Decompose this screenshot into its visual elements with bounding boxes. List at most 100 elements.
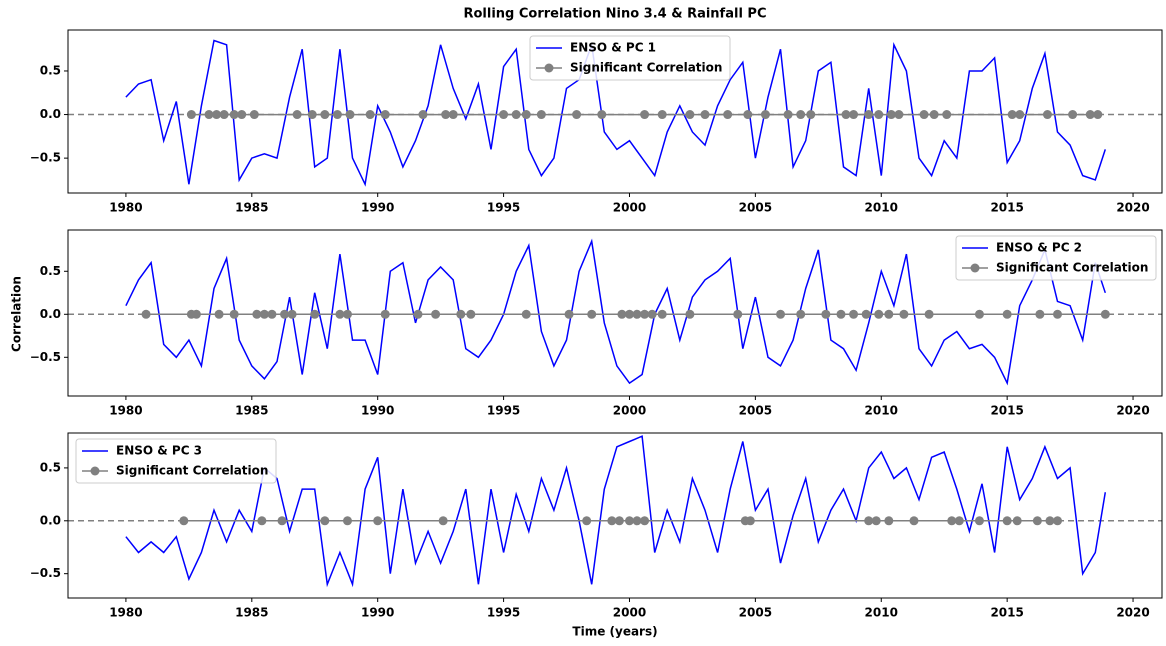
x-tick-label: 2010 [865,201,898,215]
significance-marker [871,516,881,526]
significance-marker [745,516,755,526]
x-tick-label: 2020 [1116,201,1149,215]
legend-label: ENSO & PC 1 [570,41,656,55]
significance-marker [1053,309,1063,319]
significance-marker [582,516,592,526]
significance-marker [796,309,806,319]
x-tick-label: 1990 [361,606,394,620]
significance-marker [776,309,786,319]
significance-marker [864,110,874,120]
significance-marker [320,516,330,526]
significance-marker [947,516,957,526]
legend-box [75,438,277,484]
significance-marker [884,309,894,319]
significance-marker [1002,309,1012,319]
significance-marker [448,110,458,120]
significance-marker [179,516,189,526]
significance-marker [345,110,355,120]
significance-marker [723,110,733,120]
x-tick-label: 1985 [235,606,268,620]
significance-marker [640,110,650,120]
significance-marker [864,516,874,526]
significance-marker [597,110,607,120]
significance-marker [874,110,884,120]
legend-marker [970,263,980,273]
significance-marker [1085,110,1095,120]
significance-marker [1100,309,1110,319]
x-tick-label: 2015 [990,201,1023,215]
legend-marker [544,63,554,73]
significance-marker [212,110,222,120]
significance-marker [320,110,330,120]
significance-marker [894,110,904,120]
significance-marker [342,516,352,526]
axes-frame [67,432,1163,599]
significance-marker [632,516,642,526]
significance-marker [418,110,428,120]
significance-marker [186,110,196,120]
legend-label: Significant Correlation [116,464,268,478]
significance-marker [624,516,634,526]
x-tick-label: 2020 [1116,606,1149,620]
significance-marker [521,110,531,120]
legend-label: Significant Correlation [996,261,1148,275]
x-tick-label: 2000 [613,404,646,418]
y-tick-label: 0.0 [40,107,61,121]
significance-marker [861,309,871,319]
significance-marker [441,110,451,120]
x-tick-label: 1980 [109,201,142,215]
significance-marker [884,516,894,526]
significance-marker [249,110,259,120]
significance-marker [214,309,224,319]
significance-marker [280,309,290,319]
x-tick-label: 1995 [487,201,520,215]
legend-marker [90,466,100,476]
significance-marker [342,309,352,319]
significance-marker [141,309,151,319]
significance-marker [1002,516,1012,526]
significance-marker [310,309,320,319]
significance-marker [760,110,770,120]
significance-marker [259,309,269,319]
legend-label: ENSO & PC 2 [996,241,1082,255]
significance-marker [607,516,617,526]
y-tick-label: 0.0 [40,307,61,321]
significance-marker [942,110,952,120]
significance-marker [456,309,466,319]
significance-marker [431,309,441,319]
significance-marker [237,110,247,120]
significance-marker [1015,110,1025,120]
significance-marker [929,110,939,120]
plot-area [68,238,1162,386]
x-tick-label: 2020 [1116,404,1149,418]
significance-marker [267,309,277,319]
x-tick-label: 1980 [109,606,142,620]
significance-marker [229,309,239,319]
significance-marker [657,309,667,319]
x-tick-label: 2015 [990,606,1023,620]
significance-marker [252,309,262,319]
x-tick-label: 2000 [613,606,646,620]
significance-marker [536,110,546,120]
significance-marker [640,516,650,526]
significance-marker [836,309,846,319]
significance-marker [219,110,229,120]
x-tick-label: 2010 [865,404,898,418]
x-tick-label: 1995 [487,404,520,418]
significance-marker [657,110,667,120]
significance-marker [587,309,597,319]
significance-marker [335,309,345,319]
significance-marker [380,309,390,319]
significance-marker [564,309,574,319]
significance-marker [191,309,201,319]
plot-area [68,435,1162,588]
significance-marker [1093,110,1103,120]
significance-marker [919,110,929,120]
series-line [125,39,1107,187]
significance-marker [292,110,302,120]
x-tick-label: 1995 [487,606,520,620]
significance-marker [640,309,650,319]
significance-marker [380,110,390,120]
significance-marker [647,309,657,319]
significance-marker [783,110,793,120]
